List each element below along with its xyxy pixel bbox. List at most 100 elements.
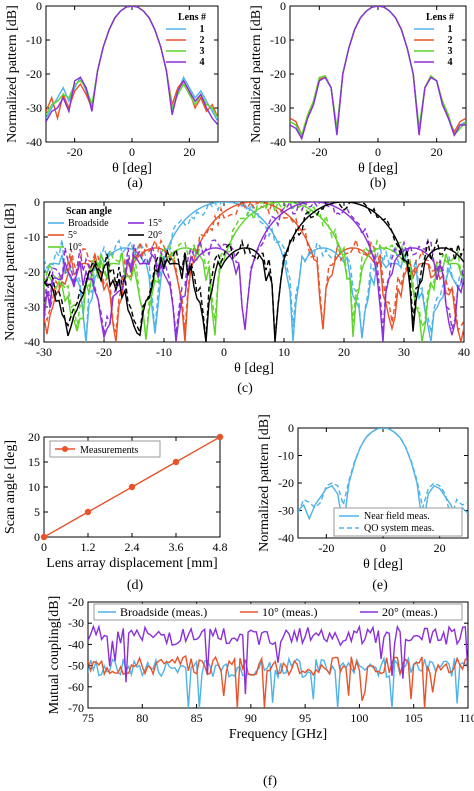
- y-tick-label: -30: [24, 300, 40, 314]
- legend: Near field meas.QO system meas.: [333, 507, 463, 537]
- data-point: [84, 508, 92, 516]
- x-tick-label: 4.8: [213, 540, 228, 554]
- series-line: [298, 428, 468, 528]
- y-axis-label: Scan angle [deg]: [3, 440, 18, 534]
- x-tick-label: 110: [459, 711, 474, 725]
- x-axis-label: θ [deg]: [363, 557, 403, 572]
- legend-label: Broadside (meas.): [120, 605, 207, 619]
- legend: Broadside (meas.) 10° (meas.) 20° (meas.): [93, 603, 463, 621]
- legend-label: 2: [200, 35, 205, 46]
- series-line: [44, 202, 464, 342]
- x-tick-label: 0: [221, 345, 227, 359]
- y-tick-label: -10: [26, 33, 42, 47]
- y-tick-label: 5: [34, 505, 40, 519]
- panel-caption: (d): [127, 578, 144, 593]
- y-tick-label: -40: [278, 531, 294, 545]
- y-tick-label: -20: [26, 67, 42, 81]
- panel-b: -20 0 20 0 -10 -20 -30 -40 θ [deg] Normalized pat…: [249, 0, 467, 191]
- x-tick-label: 80: [136, 711, 148, 725]
- panel-a: -20 0 20 0 -10 -20 -30 -40 θ [deg] Normalized pat…: [5, 0, 219, 191]
- y-tick-label: -60: [68, 680, 84, 694]
- x-tick-label: 20: [183, 145, 195, 159]
- y-tick-label: -40: [24, 335, 40, 349]
- series-line: [88, 655, 468, 708]
- x-tick-label: 30: [398, 345, 410, 359]
- legend-label: 20°: [148, 230, 162, 241]
- y-tick-label: 15: [28, 455, 40, 469]
- panel-caption: (f): [263, 774, 277, 789]
- legend-label: 2: [448, 35, 453, 46]
- y-tick-label: -70: [68, 701, 84, 715]
- legend-label: Near field meas.: [364, 511, 430, 522]
- y-tick-label: -30: [68, 616, 84, 630]
- y-axis-label: Normalized pattern [dB]: [249, 5, 264, 143]
- x-axis-label: θ [deg]: [358, 161, 398, 176]
- x-tick-label: 95: [299, 711, 311, 725]
- y-tick-label: -20: [68, 595, 84, 609]
- y-tick-label: -10: [278, 449, 294, 463]
- legend-marker: [62, 446, 68, 452]
- x-tick-label: -30: [36, 345, 52, 359]
- x-tick-label: 3.6: [169, 540, 184, 554]
- x-tick-label: 20: [338, 345, 350, 359]
- y-tick-label: -40: [270, 135, 286, 149]
- legend-title: Lens #: [426, 12, 454, 23]
- legend-label: 3: [448, 46, 453, 57]
- y-axis-label: Mutual coupling[dB]: [47, 596, 62, 715]
- legend-label: Broadside: [68, 218, 109, 229]
- legend-box: [93, 603, 463, 621]
- x-tick-label: 20: [434, 541, 446, 555]
- legend-label: 10° (meas.): [262, 605, 317, 619]
- x-tick-label: 20: [431, 145, 443, 159]
- y-tick-label: 0: [36, 0, 42, 13]
- data-point: [216, 433, 224, 441]
- panel-f: 75 80 85 90 95 100 105 110 -20 -30 -40 -50 -60 -70 Fre…: [47, 595, 474, 789]
- y-tick-label: 0: [34, 195, 40, 209]
- series-line: [44, 202, 464, 342]
- series-line-dashed: [44, 202, 464, 340]
- series-group: [46, 6, 218, 126]
- panel-caption: (b): [370, 176, 387, 191]
- x-tick-label: 1.2: [81, 540, 96, 554]
- y-tick-label: 0: [280, 0, 286, 13]
- panel-caption: (c): [237, 381, 253, 396]
- x-tick-label: 75: [82, 711, 94, 725]
- series-group: [88, 624, 468, 708]
- series-line: [290, 6, 466, 138]
- x-tick-label: 2.4: [125, 540, 140, 554]
- data-point: [172, 458, 180, 466]
- plot-frame: [87, 601, 469, 709]
- y-axis-label: Normalized pattern [dB]: [257, 414, 272, 552]
- legend-label: 5°: [68, 230, 77, 241]
- panel-c: -30 -20 -10 0 10 20 30 400-10-20-30-40θ [deg]No…: [3, 195, 470, 396]
- y-tick-label: -50: [68, 659, 84, 673]
- legend-box: [49, 440, 161, 458]
- series-line: [88, 624, 468, 695]
- y-tick-label: -30: [270, 101, 286, 115]
- legend-box: [333, 507, 463, 537]
- x-tick-label: 0: [41, 540, 47, 554]
- legend: Measurements: [49, 440, 161, 458]
- y-tick-label: -10: [270, 33, 286, 47]
- x-tick-label: -20: [67, 145, 83, 159]
- x-tick-label: -20: [96, 345, 112, 359]
- x-tick-label: 90: [245, 711, 257, 725]
- y-tick-label: -20: [278, 476, 294, 490]
- y-tick-label: -10: [24, 230, 40, 244]
- plot-frame: [45, 5, 219, 143]
- y-tick-label: -20: [24, 265, 40, 279]
- series-group: [290, 6, 466, 141]
- y-tick-label: -40: [26, 135, 42, 149]
- legend-label: 4: [200, 57, 205, 68]
- x-axis-label: Lens array displacement [mm]: [46, 556, 217, 571]
- x-tick-label: -20: [311, 145, 327, 159]
- series-group: [44, 202, 464, 342]
- legend-label: 4: [448, 57, 453, 68]
- x-tick-label: 85: [191, 711, 203, 725]
- x-tick-label: 100: [350, 711, 368, 725]
- x-tick-label: 0: [380, 541, 386, 555]
- y-tick-label: 0: [34, 530, 40, 544]
